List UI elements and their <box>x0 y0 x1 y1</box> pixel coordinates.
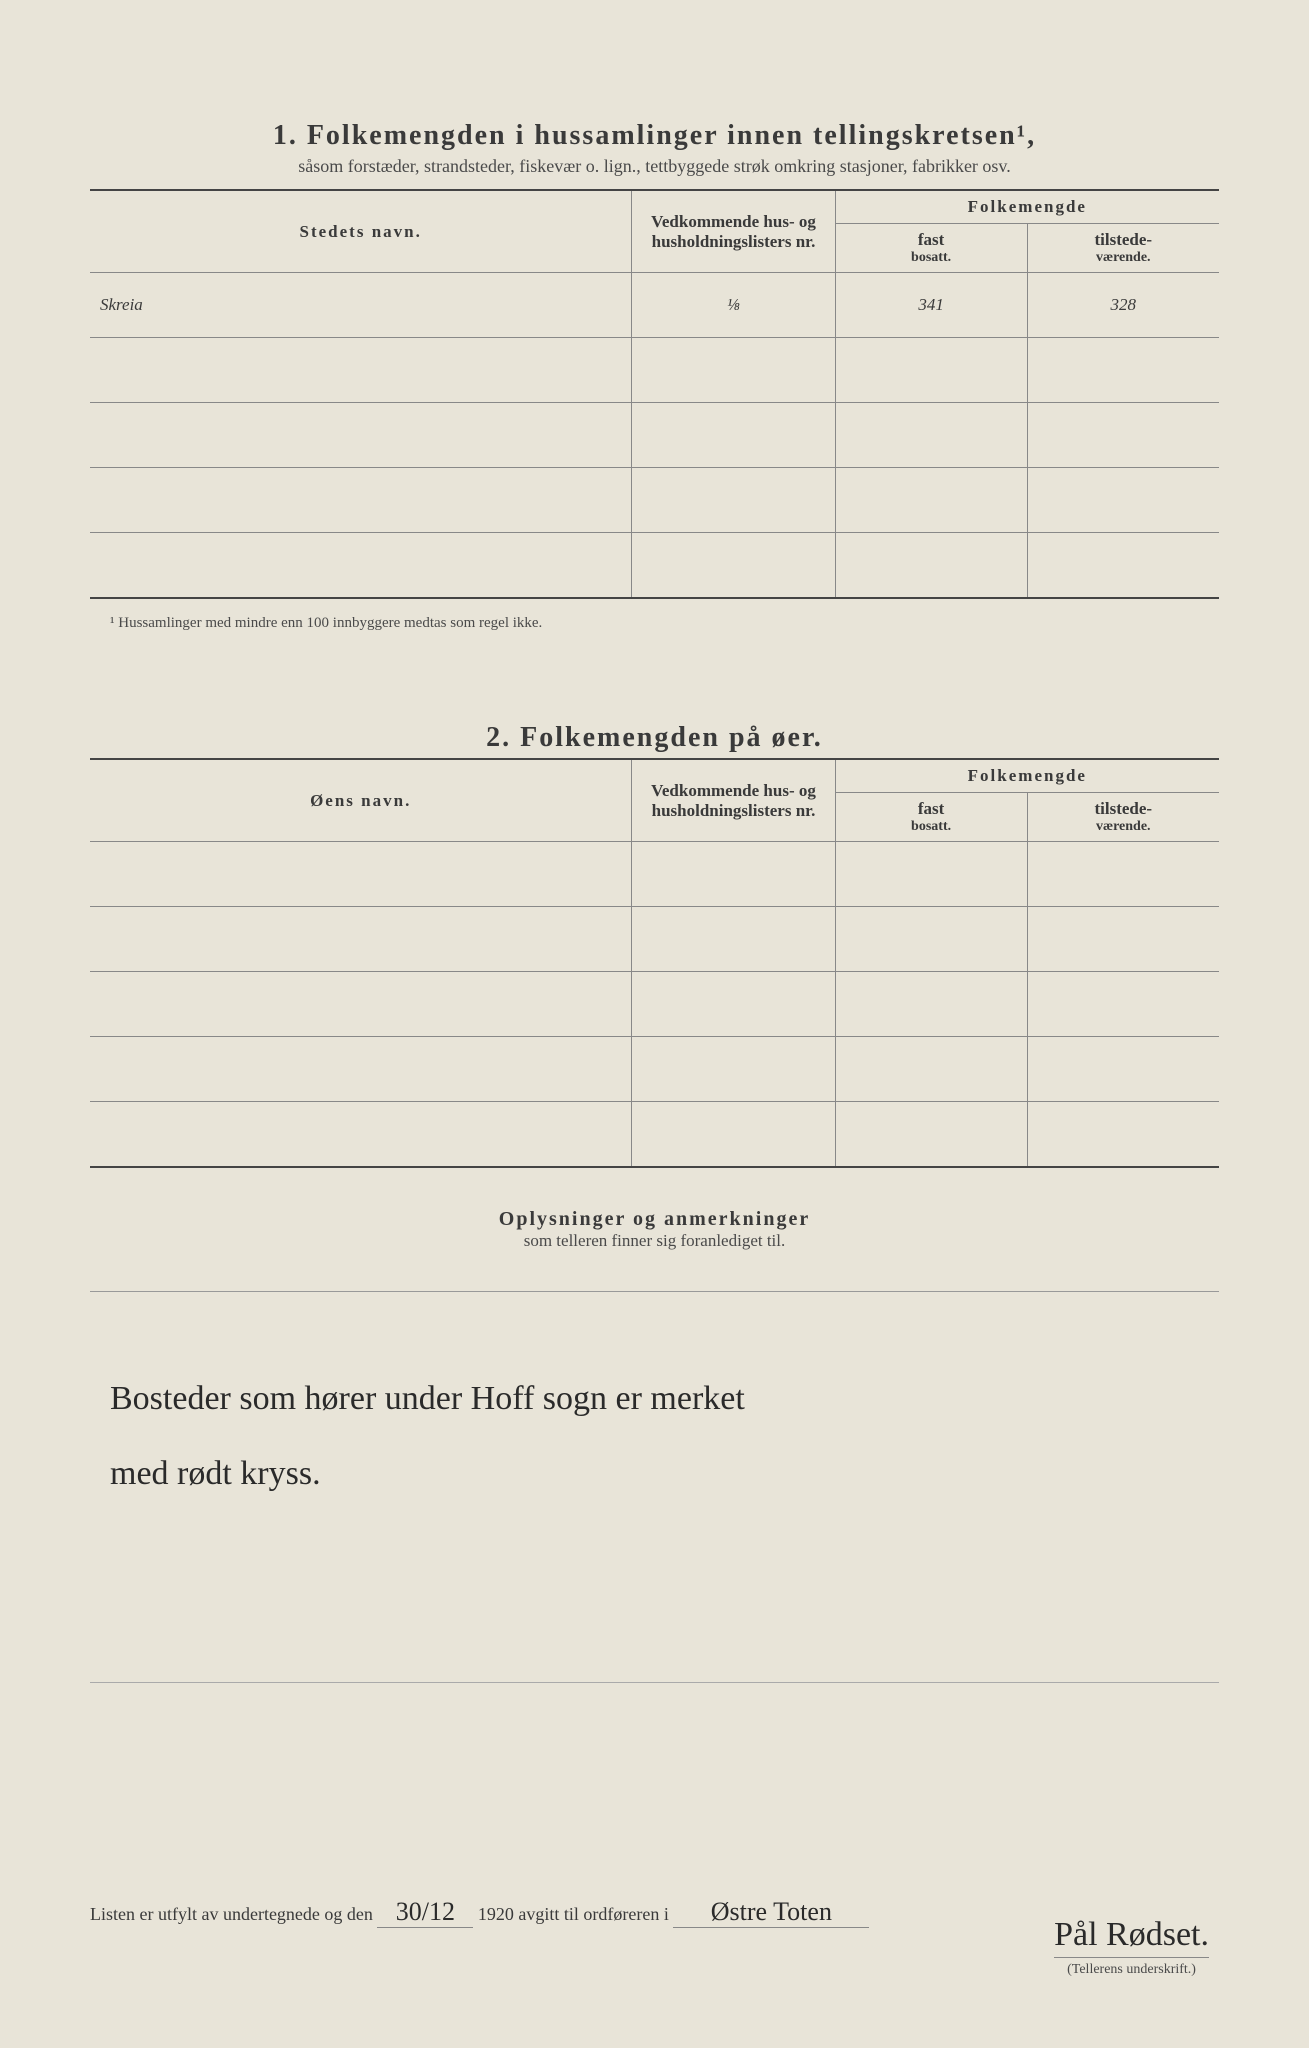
section1-footnote: ¹ Hussamlinger med mindre enn 100 innbyg… <box>90 607 1219 662</box>
header-fast-text: fast <box>918 230 944 249</box>
footer-date: 30/12 <box>377 1897 473 1928</box>
notes-area: Bosteder som hører under Hoff sogn er me… <box>90 1322 1219 1683</box>
cell-name <box>90 907 632 972</box>
document-page: 1. Folkemengden i hussamlinger innen tel… <box>0 0 1309 2048</box>
table-row <box>90 403 1219 468</box>
cell-tilstede <box>1027 1102 1219 1168</box>
section2-number: 2. <box>486 722 511 753</box>
header-tilstede-sub: værende. <box>1038 250 1209 266</box>
signature-text: Pål Rødset. <box>1054 1913 1209 1957</box>
section1-subtitle: såsom forstæder, strandsteder, fiskevær … <box>90 156 1219 177</box>
section1-title: 1. Folkemengden i hussamlinger innen tel… <box>90 120 1219 152</box>
cell-list <box>632 468 835 533</box>
header-fast: fast bosatt. <box>835 793 1027 842</box>
notes-line-1: Bosteder som hører under Hoff sogn er me… <box>110 1362 1199 1437</box>
footer-year: 1920 <box>478 1904 514 1924</box>
header-fast-sub: bosatt. <box>846 250 1017 266</box>
cell-list: ⅛ <box>632 273 835 338</box>
section1-table: Stedets navn. Vedkommende hus- og hushol… <box>90 189 1219 599</box>
cell-tilstede <box>1027 403 1219 468</box>
cell-list <box>632 1102 835 1168</box>
cell-name <box>90 1037 632 1102</box>
cell-name <box>90 842 632 907</box>
cell-name <box>90 403 632 468</box>
section2-title-text: Folkemengden på øer. <box>520 722 823 753</box>
cell-name <box>90 533 632 599</box>
table-row <box>90 1102 1219 1168</box>
oplysninger-subtitle: som telleren finner sig foranlediget til… <box>90 1231 1219 1251</box>
header-oens-navn: Øens navn. <box>90 759 632 842</box>
cell-name <box>90 1102 632 1168</box>
header-list-nr: Vedkommende hus- og husholdningslisters … <box>632 190 835 273</box>
table-row <box>90 842 1219 907</box>
cell-list <box>632 533 835 599</box>
cell-name <box>90 468 632 533</box>
cell-list <box>632 972 835 1037</box>
cell-fast <box>835 842 1027 907</box>
cell-tilstede <box>1027 468 1219 533</box>
section1-title-text: Folkemengden i hussamlinger innen tellin… <box>307 120 1036 151</box>
table-row <box>90 468 1219 533</box>
table-row: Skreia ⅛ 341 328 <box>90 273 1219 338</box>
cell-name <box>90 972 632 1037</box>
section1-number: 1. <box>273 120 298 151</box>
cell-fast <box>835 1102 1027 1168</box>
cell-tilstede <box>1027 1037 1219 1102</box>
cell-list <box>632 1037 835 1102</box>
oplysninger-title: Oplysninger og anmerkninger <box>90 1208 1219 1231</box>
header-tilstede-text: tilstede- <box>1094 230 1152 249</box>
cell-fast <box>835 907 1027 972</box>
header-tilstede: tilstede- værende. <box>1027 793 1219 842</box>
footer-place: Østre Toten <box>673 1897 869 1928</box>
cell-list <box>632 403 835 468</box>
cell-tilstede: 328 <box>1027 273 1219 338</box>
table-row <box>90 1037 1219 1102</box>
header-folkemengde: Folkemengde <box>835 190 1219 224</box>
signature-label: (Tellerens underskrift.) <box>1054 1957 1209 1978</box>
table-row <box>90 338 1219 403</box>
header-folkemengde: Folkemengde <box>835 759 1219 793</box>
cell-name <box>90 338 632 403</box>
cell-list <box>632 907 835 972</box>
cell-tilstede <box>1027 842 1219 907</box>
cell-fast <box>835 403 1027 468</box>
cell-list <box>632 842 835 907</box>
header-tilstede-text: tilstede- <box>1094 799 1152 818</box>
cell-fast: 341 <box>835 273 1027 338</box>
cell-name: Skreia <box>90 273 632 338</box>
cell-tilstede <box>1027 907 1219 972</box>
header-list-nr: Vedkommende hus- og husholdningslisters … <box>632 759 835 842</box>
cell-fast <box>835 533 1027 599</box>
cell-fast <box>835 972 1027 1037</box>
header-tilstede-sub: værende. <box>1038 819 1209 835</box>
footer-mid: avgitt til ordføreren i <box>518 1904 668 1924</box>
signature-area: Pål Rødset. (Tellerens underskrift.) <box>1054 1913 1209 1978</box>
notes-line-2: med rødt kryss. <box>110 1437 1199 1512</box>
table-row <box>90 533 1219 599</box>
section2-title: 2. Folkemengden på øer. <box>90 722 1219 754</box>
header-fast-text: fast <box>918 799 944 818</box>
header-stedets-navn: Stedets navn. <box>90 190 632 273</box>
cell-fast <box>835 468 1027 533</box>
section2-table: Øens navn. Vedkommende hus- og husholdni… <box>90 758 1219 1168</box>
footer-attestation: Listen er utfylt av undertegnede og den … <box>90 1897 1219 1928</box>
cell-list <box>632 338 835 403</box>
header-tilstede: tilstede- værende. <box>1027 224 1219 273</box>
cell-tilstede <box>1027 338 1219 403</box>
cell-tilstede <box>1027 533 1219 599</box>
header-fast-sub: bosatt. <box>846 819 1017 835</box>
divider <box>90 1291 1219 1292</box>
table-row <box>90 972 1219 1037</box>
cell-fast <box>835 1037 1027 1102</box>
cell-tilstede <box>1027 972 1219 1037</box>
header-fast: fast bosatt. <box>835 224 1027 273</box>
footer-prefix: Listen er utfylt av undertegnede og den <box>90 1904 373 1924</box>
cell-fast <box>835 338 1027 403</box>
table-row <box>90 907 1219 972</box>
